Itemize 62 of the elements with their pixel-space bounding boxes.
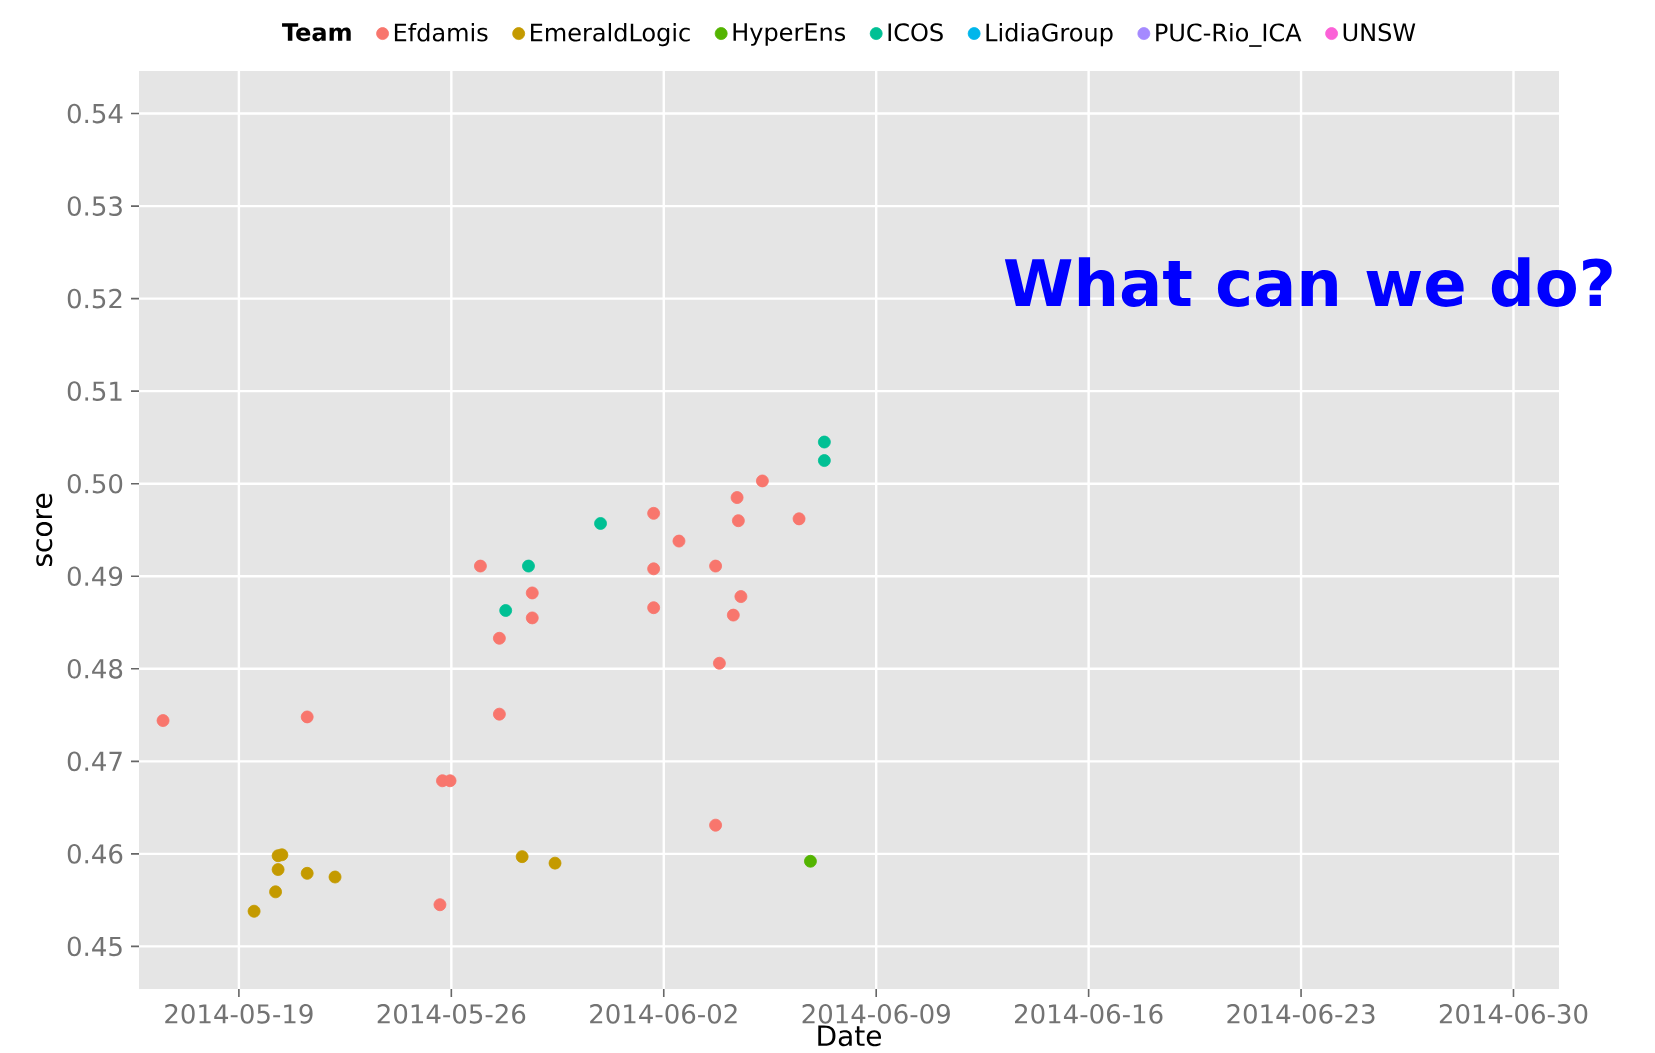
y-tick-label: 0.48 <box>67 659 123 679</box>
point <box>247 904 261 918</box>
x-tick-label: 2014-06-23 <box>1227 1004 1375 1024</box>
point <box>474 559 487 573</box>
point <box>548 856 562 870</box>
point <box>647 506 661 520</box>
point <box>499 604 513 617</box>
point <box>271 863 285 877</box>
y-tick-label: 0.51 <box>67 381 122 402</box>
legend-label: HyperEns <box>733 23 846 46</box>
point <box>792 512 806 526</box>
x-tick-label: 2014-06-30 <box>1439 1004 1588 1024</box>
y-tick-label: 0.54 <box>67 103 123 124</box>
point <box>709 559 723 573</box>
point <box>515 850 529 864</box>
point <box>492 631 506 645</box>
x-tick-label: 2014-05-26 <box>377 1004 526 1024</box>
legend-label: EmeraldLogic <box>531 23 690 47</box>
point <box>817 454 831 468</box>
point <box>300 710 314 724</box>
legend-label: LidiaGroup <box>986 23 1113 47</box>
point <box>726 608 740 622</box>
legend-label: ICOS <box>888 23 943 42</box>
point <box>525 586 539 600</box>
point <box>709 818 723 832</box>
y-tick-label: 0.46 <box>67 844 123 864</box>
point <box>731 514 745 528</box>
legend-label: PUC-Rio_ICA <box>1156 23 1302 47</box>
point <box>156 714 170 728</box>
legend-label: UNSW <box>1343 23 1416 42</box>
y-tick-label: 0.47 <box>67 751 122 772</box>
y-tick-label: 0.52 <box>67 288 122 309</box>
point <box>433 898 447 912</box>
point <box>730 491 744 505</box>
y-tick-label: 0.53 <box>67 196 122 216</box>
point <box>522 559 535 573</box>
point <box>734 590 748 604</box>
y-axis-title: score <box>36 493 53 567</box>
x-tick-label: 2014-06-16 <box>1014 1004 1163 1024</box>
x-tick-label: 2014-06-02 <box>590 1004 737 1024</box>
point <box>672 534 686 548</box>
point <box>647 601 661 615</box>
x-tick-label: 2014-06-09 <box>802 1004 950 1024</box>
point <box>804 854 817 868</box>
point <box>269 885 282 899</box>
point <box>817 435 831 449</box>
x-axis-title: Date <box>818 1025 881 1047</box>
annotation: What can we do? <box>1004 257 1612 307</box>
y-tick-label: 0.49 <box>67 566 123 587</box>
point <box>525 611 539 625</box>
point <box>328 870 342 884</box>
point <box>594 517 607 530</box>
point <box>647 562 661 576</box>
x-tick-label: 2014-05-19 <box>165 1004 313 1024</box>
y-tick-label: 0.50 <box>67 473 123 494</box>
point <box>713 656 726 670</box>
legend-title: Team <box>282 23 351 42</box>
point <box>492 707 506 721</box>
y-tick-label: 0.45 <box>67 936 122 957</box>
legend-label: Efdamis <box>394 23 488 42</box>
point <box>756 474 769 488</box>
point <box>300 866 314 880</box>
